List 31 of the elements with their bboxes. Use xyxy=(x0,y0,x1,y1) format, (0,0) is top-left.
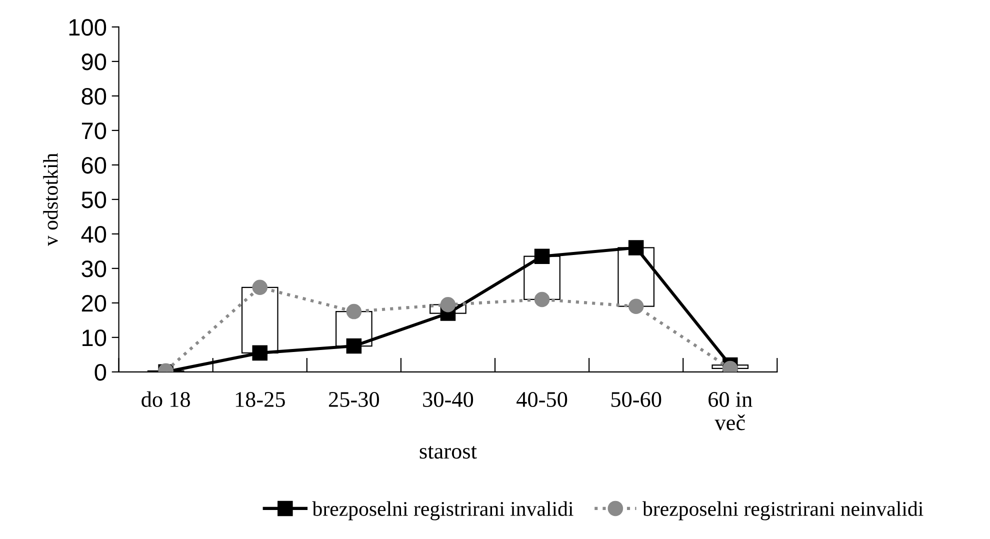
y-tick-label: 10 xyxy=(82,329,106,346)
y-tick-label: 80 xyxy=(82,88,106,105)
y-tick-label: 100 xyxy=(69,19,106,36)
y-tick-label: 50 xyxy=(82,192,106,208)
y-tick-label: 0 xyxy=(94,364,106,381)
y-tick-label: 60 xyxy=(82,157,106,174)
x-tick-label: 30-40 xyxy=(423,392,474,407)
y-tick-label: 20 xyxy=(82,294,106,312)
legend-label: brezposelni registrirani neinvalidi xyxy=(642,501,924,520)
legend-label: brezposelni registrirani invalidi xyxy=(312,501,574,520)
point xyxy=(252,280,268,296)
x-tick-label: do 18 xyxy=(142,391,190,407)
y-tick-label: 70 xyxy=(82,122,106,140)
y-tick-label: 40 xyxy=(81,226,106,243)
point xyxy=(346,338,362,354)
x-tick-label: 60 in več xyxy=(708,392,752,430)
point xyxy=(628,240,644,256)
y-tick-label: 30 xyxy=(82,260,106,278)
x-tick-label: 18-25 xyxy=(236,392,285,407)
point xyxy=(440,297,456,312)
x-tick-label: 40-50 xyxy=(516,392,568,407)
point xyxy=(346,304,362,320)
point xyxy=(534,292,550,308)
x-tick-label: 25-30 xyxy=(328,392,379,407)
y-tick-label: 90 xyxy=(82,54,106,70)
point xyxy=(628,298,644,314)
point xyxy=(534,248,550,264)
x-tick-label: 50-60 xyxy=(611,392,662,407)
x-axis-title: starost xyxy=(420,446,477,459)
y-axis-title: v odstotkih xyxy=(43,153,58,246)
point xyxy=(252,345,268,361)
